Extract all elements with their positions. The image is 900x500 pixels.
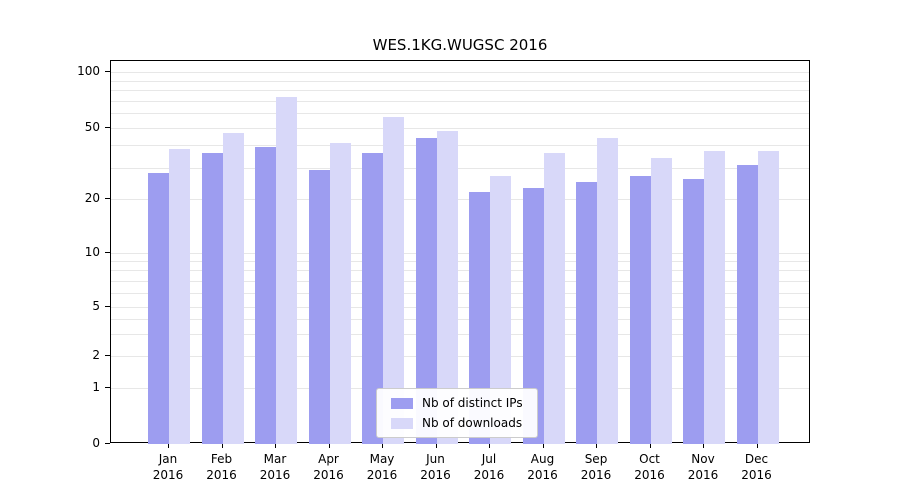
plot-area [110,60,810,444]
gridline [111,80,809,82]
bar-distinct-ips-dec [736,165,758,444]
gridline [111,199,809,200]
x-tick-label: Nov 2016 [687,452,719,482]
bar-distinct-ips-may [362,153,383,444]
y-tick-mark [105,387,110,388]
x-tick-mark [489,444,490,448]
y-tick-mark [105,355,110,356]
x-tick-label: Jun 2016 [420,452,451,482]
bar-downloads-apr [329,143,351,444]
x-tick-label: Aug 2016 [527,452,558,482]
y-tick-label: 20 [84,191,100,205]
y-tick-mark [105,252,110,253]
x-tick-label: Mar 2016 [259,452,291,482]
x-tick-mark [596,444,597,448]
bar-downloads-sep [597,137,618,444]
gridline [111,90,809,92]
gridline [111,318,809,320]
legend-label-downloads: Nb of downloads [422,416,523,430]
y-tick-label: 0 [92,436,100,450]
y-tick-label: 10 [84,245,100,259]
gridline [111,292,809,294]
x-tick-mark [275,444,276,448]
y-tick-mark [105,443,110,444]
y-tick-mark [105,71,110,72]
x-tick-label: Dec 2016 [741,452,772,482]
bar-distinct-ips-jul [469,191,490,444]
gridline [111,280,809,282]
y-tick-label: 2 [92,348,100,362]
gridline [111,128,809,129]
x-tick-mark [756,444,758,448]
x-tick-mark [542,444,544,448]
y-tick-mark [105,198,110,199]
gridline [111,334,809,336]
bar-downloads-jul [490,175,511,444]
bar-downloads-feb [222,132,244,444]
x-tick-label: May 2016 [366,452,398,482]
x-tick-label: Jan 2016 [152,452,184,482]
bar-distinct-ips-aug [522,188,544,444]
gridline [111,100,809,102]
x-tick-mark [168,444,169,448]
bar-downloads-dec [757,151,779,444]
y-tick-label: 100 [77,64,100,78]
y-tick-label: 50 [84,120,100,134]
x-tick-label: Oct 2016 [634,452,665,482]
gridline [111,145,809,147]
bar-downloads-oct [650,157,672,444]
gridline [111,72,809,73]
gridline [111,261,809,263]
gridline [111,253,809,254]
y-tick-mark [105,306,110,307]
x-tick-label: Apr 2016 [313,452,344,482]
x-tick-mark [435,444,437,448]
legend-swatch-downloads [391,417,413,429]
gridline [111,113,809,115]
legend-swatch-distinct-ips [391,397,413,409]
legend-label-distinct-ips: Nb of distinct IPs [422,396,523,410]
bar-distinct-ips-mar [255,147,276,444]
bar-downloads-jun [436,131,458,444]
bar-distinct-ips-jan [148,172,169,444]
bar-distinct-ips-jun [415,137,437,444]
bar-downloads-nov [704,151,725,444]
y-tick-label: 1 [92,380,100,394]
x-tick-label: Jul 2016 [473,452,505,482]
bar-distinct-ips-feb [201,153,223,444]
x-tick-label: Sep 2016 [580,452,612,482]
legend: Nb of distinct IPs Nb of downloads [376,388,538,438]
x-tick-mark [328,444,330,448]
x-tick-label: Feb 2016 [206,452,237,482]
bar-downloads-mar [276,97,297,444]
y-tick-mark [105,127,110,128]
bar-distinct-ips-apr [308,170,330,444]
bar-downloads-jan [169,149,190,444]
gridline [111,356,809,357]
bar-downloads-may [383,117,404,444]
x-tick-mark [703,444,704,448]
bar-downloads-aug [543,153,565,444]
gridline [111,270,809,272]
y-tick-label: 5 [92,299,100,313]
legend-item-distinct-ips: Nb of distinct IPs [391,396,523,410]
chart-title: WES.1KG.WUGSC 2016 [372,36,548,54]
gridline [111,167,809,169]
x-tick-mark [649,444,651,448]
gridline [111,307,809,308]
legend-item-downloads: Nb of downloads [391,416,523,430]
bar-distinct-ips-nov [683,178,704,444]
x-tick-mark [382,444,383,448]
bar-distinct-ips-sep [576,181,597,444]
bar-distinct-ips-oct [629,175,651,444]
x-tick-mark [221,444,223,448]
